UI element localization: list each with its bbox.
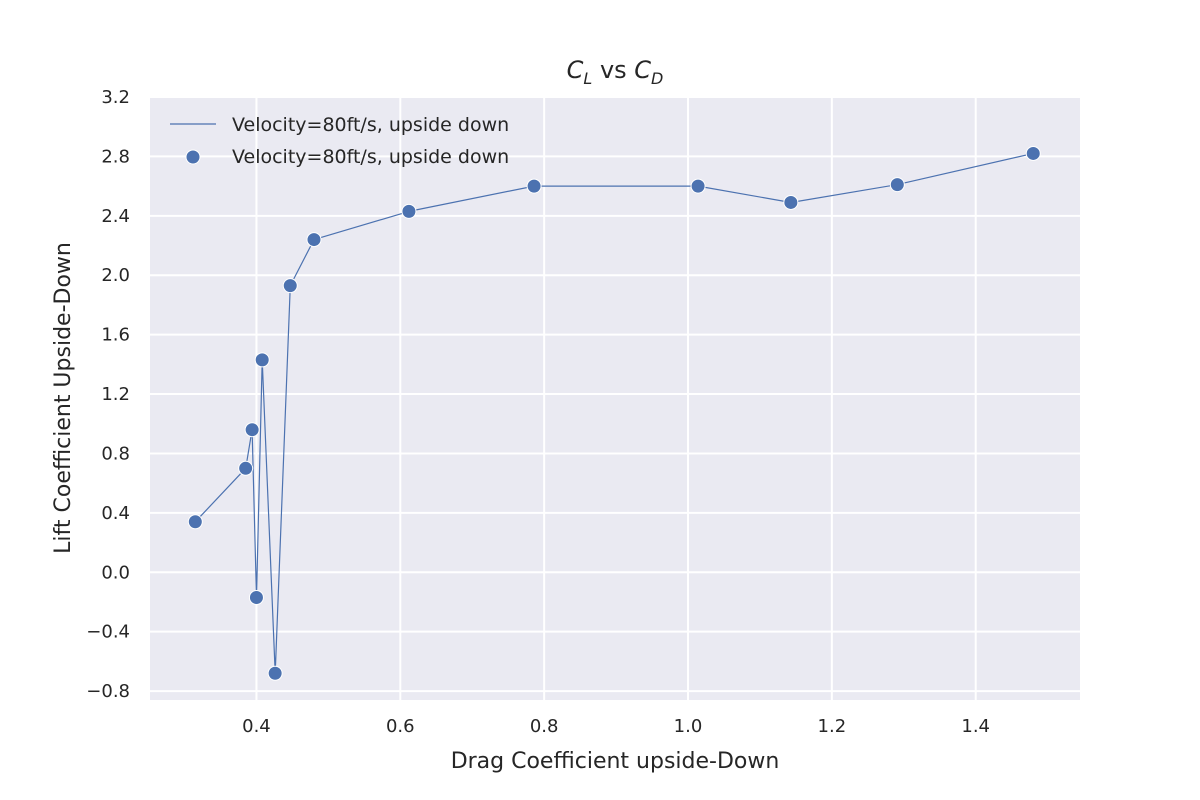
x-tick-label: 0.8 xyxy=(530,716,559,737)
y-tick-labels: −0.8 −0.4 0.0 0.4 0.8 1.2 1.6 2.0 2.4 2.8 3.2 xyxy=(86,87,130,702)
x-tick-label: 1.0 xyxy=(674,716,703,737)
data-point xyxy=(238,460,254,476)
legend: Velocity=80ft/s, upside down Velocity=80… xyxy=(170,114,509,168)
x-tick-label: 0.4 xyxy=(242,716,271,737)
y-gridlines xyxy=(150,96,1080,693)
y-tick-label: 1.6 xyxy=(101,325,130,346)
y-tick-label: 2.4 xyxy=(101,206,130,227)
y-tick-label: 3.2 xyxy=(101,87,130,108)
y-tick-label: 0.8 xyxy=(101,443,130,464)
x-tick-label: 1.2 xyxy=(818,716,847,737)
y-axis-label: Lift Coefficient Upside-Down xyxy=(51,242,76,554)
y-tick-label: 1.2 xyxy=(101,384,130,405)
data-point xyxy=(267,665,283,681)
legend-label-line: Velocity=80ft/s, upside down xyxy=(232,114,509,136)
data-point xyxy=(187,514,203,530)
data-point xyxy=(690,178,706,194)
x-axis-label: Drag Coefficient upside-Down xyxy=(451,749,780,774)
series-line xyxy=(194,152,1034,674)
y-tick-label: 0.0 xyxy=(101,562,130,583)
y-tick-label: 2.8 xyxy=(101,146,130,167)
y-tick-label: 2.0 xyxy=(101,265,130,286)
data-point xyxy=(889,177,905,193)
y-tick-label: −0.4 xyxy=(86,622,130,643)
chart-title: CL vs CD xyxy=(567,56,664,88)
y-tick-label: −0.8 xyxy=(86,681,130,702)
plot-area xyxy=(150,97,1080,700)
legend-marker-swatch xyxy=(185,149,201,165)
data-point xyxy=(282,278,298,294)
x-tick-labels: 0.4 0.6 0.8 1.0 1.2 1.4 xyxy=(242,716,990,737)
data-point xyxy=(248,590,264,606)
data-point xyxy=(244,422,260,438)
legend-label-scatter: Velocity=80ft/s, upside down xyxy=(232,146,509,168)
data-point xyxy=(783,194,799,210)
x-tick-label: 0.6 xyxy=(386,716,415,737)
data-point xyxy=(526,178,542,194)
series-layer xyxy=(187,145,1041,681)
data-point xyxy=(254,352,270,368)
y-tick-label: 0.4 xyxy=(101,503,130,524)
data-point xyxy=(1025,145,1041,161)
x-tick-label: 1.4 xyxy=(961,716,990,737)
x-gridlines xyxy=(255,97,977,700)
data-point xyxy=(401,203,417,219)
data-point xyxy=(306,232,322,248)
